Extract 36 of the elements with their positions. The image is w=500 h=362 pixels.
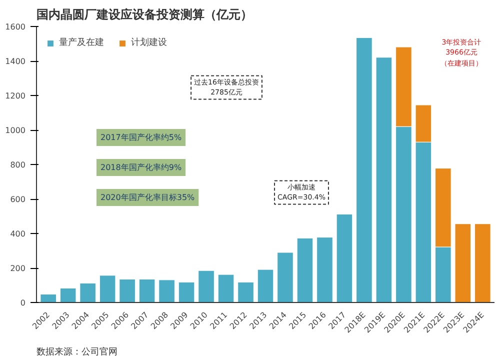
bar: [376, 57, 392, 302]
bar: [277, 252, 294, 302]
chart-title: 国内晶圆厂建设应设备投资测算（亿元）: [36, 8, 252, 22]
bar: [316, 237, 333, 302]
bar: [40, 294, 56, 302]
legend-label: 计划建设: [131, 36, 167, 49]
y-tick-label: 1600: [5, 22, 26, 32]
bar: [257, 269, 274, 302]
bar: [218, 274, 234, 302]
y-tick-label: 400: [10, 230, 26, 238]
y-tick-label: 800: [10, 160, 26, 170]
y-tick-label: 1200: [5, 92, 26, 100]
bar: [238, 282, 254, 302]
bar: [119, 278, 136, 302]
legend-label: 量产及在建: [59, 36, 104, 49]
source-note: 数据来源：公司官网: [36, 346, 118, 358]
bar: [454, 224, 472, 302]
y-tick-label: 1000: [5, 126, 26, 135]
y-tick-label: 1400: [5, 57, 26, 66]
bar: [178, 282, 195, 302]
bar: [336, 214, 353, 302]
y-tick-label: 200: [10, 264, 26, 273]
bar: [138, 278, 156, 302]
bar: [474, 224, 491, 302]
bar: [198, 270, 214, 302]
y-tick-label: 0: [20, 298, 26, 308]
bar: [99, 275, 116, 302]
bar: [60, 288, 76, 302]
annotation: 2017年国产化率约5%: [100, 133, 182, 142]
bar: [158, 280, 175, 302]
bar: [296, 238, 314, 302]
annotation: 2020年国产化率目标35%: [100, 193, 196, 202]
bar: [80, 282, 96, 302]
y-tick-label: 600: [10, 195, 26, 204]
annotation: 2018年国产化率约9%: [100, 163, 182, 172]
bar: [356, 37, 372, 302]
